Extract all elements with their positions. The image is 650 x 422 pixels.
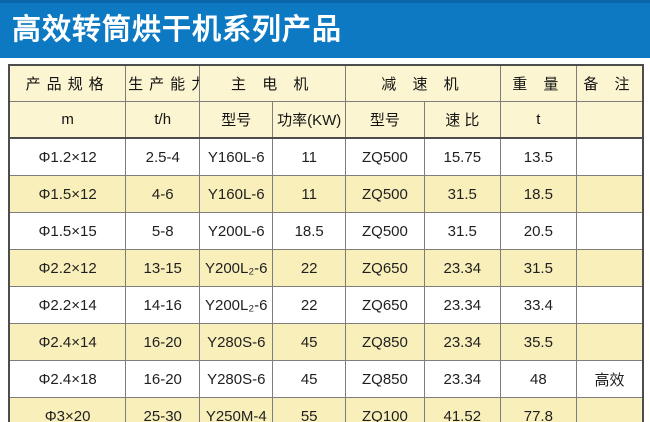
table-cell: 25-30: [125, 397, 201, 422]
table-row: Φ2.2×14 14-16 Y200L₂-6 22 ZQ650 23.34 33.4: [8, 286, 644, 324]
table-cell: 18.5: [499, 175, 577, 213]
table-cell: ZQ100: [345, 397, 425, 422]
table-cell: Y280S-6: [199, 323, 274, 361]
table-cell: 高效: [575, 360, 644, 398]
table-cell: 48: [499, 360, 577, 398]
header-unit-row: m t/h 型号 功率(KW) 型号 速 比 t: [8, 101, 644, 139]
table-cell: [575, 397, 644, 422]
table-cell: ZQ850: [345, 360, 425, 398]
table-cell: Y200L₂-6: [199, 286, 274, 324]
table-cell: Φ2.2×14: [8, 286, 127, 324]
header-weight: 重 量: [499, 64, 577, 102]
table-cell: ZQ650: [345, 286, 425, 324]
table-cell: ZQ500: [345, 175, 425, 213]
table-cell: 13.5: [499, 137, 577, 176]
table-cell: ZQ500: [345, 212, 425, 250]
table-cell: Φ1.5×15: [8, 212, 127, 250]
table-cell: 23.34: [423, 249, 501, 287]
table-row: Φ2.4×18 16-20 Y280S-6 45 ZQ850 23.34 48 高效: [8, 360, 644, 398]
table-cell: Y160L-6: [199, 175, 274, 213]
table-cell: 20.5: [499, 212, 577, 250]
table-cell: 77.8: [499, 397, 577, 422]
table-cell: [575, 323, 644, 361]
table-cell: Y200L-6: [199, 212, 274, 250]
table-cell: ZQ650: [345, 249, 425, 287]
table-row: Φ1.5×12 4-6 Y160L-6 11 ZQ500 31.5 18.5: [8, 175, 644, 213]
table-cell: 31.5: [499, 249, 577, 287]
table-cell: 41.52: [423, 397, 501, 422]
table-cell: ZQ850: [345, 323, 425, 361]
spec-table-container: 产品规格 生产能力 主 电 机 减 速 机 重 量 备 注 m t/h 型号 功…: [8, 64, 644, 422]
table-row: Φ1.2×12 2.5-4 Y160L-6 11 ZQ500 15.75 13.5: [8, 137, 644, 176]
table-cell: 2.5-4: [125, 137, 201, 176]
header-remark: 备 注: [575, 64, 644, 102]
table-cell: 22: [272, 286, 347, 324]
table-cell: Φ2.4×18: [8, 360, 127, 398]
table-cell: 45: [272, 323, 347, 361]
table-cell: Φ1.5×12: [8, 175, 127, 213]
spec-table: 产品规格 生产能力 主 电 机 减 速 机 重 量 备 注 m t/h 型号 功…: [8, 64, 644, 422]
unit-th: t/h: [125, 101, 201, 139]
table-row: Φ3×20 25-30 Y250M-4 55 ZQ100 41.52 77.8: [8, 397, 644, 422]
table-row: Φ1.5×15 5-8 Y200L-6 18.5 ZQ500 31.5 20.5: [8, 212, 644, 250]
table-cell: 13-15: [125, 249, 201, 287]
unit-power-kw: 功率(KW): [272, 101, 347, 139]
table-cell: Y280S-6: [199, 360, 274, 398]
spec-table-header: 产品规格 生产能力 主 电 机 减 速 机 重 量 备 注 m t/h 型号 功…: [8, 64, 644, 139]
table-cell: [575, 249, 644, 287]
table-row: Φ2.2×12 13-15 Y200L₂-6 22 ZQ650 23.34 31.5: [8, 249, 644, 287]
table-cell: 18.5: [272, 212, 347, 250]
header-capacity: 生产能力: [125, 64, 201, 102]
unit-speed-ratio: 速 比: [423, 101, 501, 139]
table-cell: Y250M-4: [199, 397, 274, 422]
unit-remark-blank: [575, 101, 644, 139]
table-cell: 16-20: [125, 323, 201, 361]
spec-table-body: Φ1.2×12 2.5-4 Y160L-6 11 ZQ500 15.75 13.5 Φ1.5×…: [8, 137, 644, 422]
table-cell: 23.34: [423, 286, 501, 324]
table-cell: 14-16: [125, 286, 201, 324]
table-cell: [575, 286, 644, 324]
table-cell: 11: [272, 175, 347, 213]
table-cell: Φ3×20: [8, 397, 127, 422]
table-cell: ZQ500: [345, 137, 425, 176]
header-reducer: 减 速 机: [345, 64, 501, 102]
table-cell: 22: [272, 249, 347, 287]
table-cell: 55: [272, 397, 347, 422]
table-cell: 45: [272, 360, 347, 398]
unit-reducer-model: 型号: [345, 101, 425, 139]
table-cell: Y160L-6: [199, 137, 274, 176]
table-cell: 4-6: [125, 175, 201, 213]
unit-m: m: [8, 101, 127, 139]
table-cell: 31.5: [423, 212, 501, 250]
table-cell: 31.5: [423, 175, 501, 213]
header-product-spec: 产品规格: [8, 64, 127, 102]
table-cell: 16-20: [125, 360, 201, 398]
table-row: Φ2.4×14 16-20 Y280S-6 45 ZQ850 23.34 35.5: [8, 323, 644, 361]
table-cell: 11: [272, 137, 347, 176]
header-main-motor: 主 电 机: [199, 64, 347, 102]
unit-t: t: [499, 101, 577, 139]
table-cell: 33.4: [499, 286, 577, 324]
page-title: 高效转筒烘干机系列产品: [12, 14, 343, 46]
table-cell: Y200L₂-6: [199, 249, 274, 287]
table-cell: [575, 212, 644, 250]
table-cell: [575, 175, 644, 213]
table-cell: 23.34: [423, 360, 501, 398]
header-group-row: 产品规格 生产能力 主 电 机 减 速 机 重 量 备 注: [8, 64, 644, 102]
table-cell: 23.34: [423, 323, 501, 361]
table-cell: 15.75: [423, 137, 501, 176]
table-cell: Φ2.4×14: [8, 323, 127, 361]
title-banner: 高效转筒烘干机系列产品: [0, 0, 650, 58]
table-cell: 5-8: [125, 212, 201, 250]
table-cell: Φ2.2×12: [8, 249, 127, 287]
table-cell: 35.5: [499, 323, 577, 361]
unit-motor-model: 型号: [199, 101, 274, 139]
table-cell: Φ1.2×12: [8, 137, 127, 176]
table-cell: [575, 137, 644, 176]
